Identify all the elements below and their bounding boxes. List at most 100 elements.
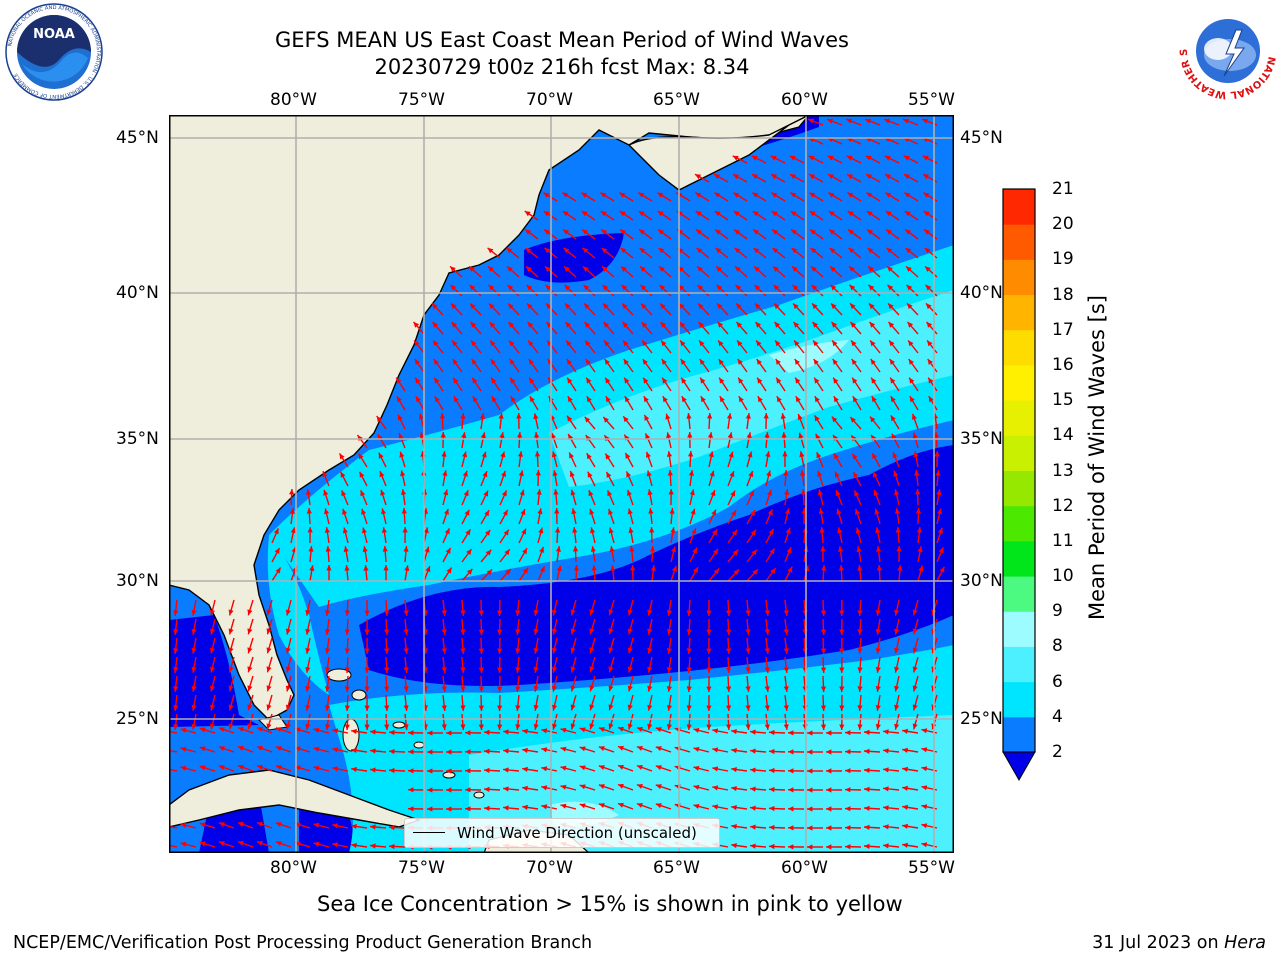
wave-arrow-head: [351, 728, 357, 734]
wave-arrow-head: [826, 844, 832, 850]
wave-arrow-head: [628, 527, 634, 534]
wave-arrow-head: [364, 610, 370, 616]
wave-arrow-head: [618, 764, 624, 770]
wave-arrow-head: [686, 724, 692, 730]
wave-arrow-head: [247, 609, 253, 616]
wave-arrow-head: [325, 705, 331, 711]
lon-label-bottom: 70°W: [526, 858, 573, 878]
wave-arrow-head: [627, 508, 633, 515]
wave-arrow-head: [855, 508, 860, 515]
wave-arrow-head: [351, 823, 357, 829]
wave-arrow-head: [788, 806, 794, 812]
wave-arrow-head: [502, 509, 508, 516]
wave-arrow-head: [370, 729, 376, 735]
wave-arrow-head: [885, 211, 892, 217]
wave-arrow-head: [460, 686, 466, 692]
wave-arrow-head: [712, 766, 719, 772]
wave-arrow-head: [582, 229, 588, 235]
wave-arrow-head: [313, 841, 320, 847]
wave-arrow-head: [423, 527, 429, 534]
wave-arrow-head: [733, 211, 740, 217]
wave-arrow-head: [484, 767, 490, 773]
wave-arrow-head: [745, 686, 751, 692]
wave-arrow-head: [826, 768, 832, 774]
wave-arrow-head: [589, 609, 595, 616]
wave-arrow-head: [755, 303, 761, 310]
wave-arrow-head: [432, 303, 438, 310]
wave-arrow-head: [831, 321, 838, 328]
wave-arrow-head: [434, 396, 440, 403]
wave-arrow-head: [247, 628, 253, 635]
wave-arrow-head: [275, 567, 281, 574]
graticule: [169, 115, 954, 853]
wave-arrow-head: [608, 666, 614, 673]
wave-arrow-head: [731, 805, 737, 811]
wave-arrow-head: [791, 247, 798, 254]
wave-arrow-head: [660, 303, 666, 310]
lon-label-top: 80°W: [270, 90, 317, 110]
wave-arrow-head: [451, 321, 458, 328]
wave-arrow-head: [845, 749, 851, 755]
wave-arrow-head: [894, 723, 900, 730]
wave-arrow-head: [363, 565, 369, 571]
wave-arrow-head: [688, 451, 694, 457]
wave-arrow-head: [584, 416, 591, 423]
wave-arrow-head: [753, 247, 760, 254]
wave-arrow-head: [820, 648, 827, 654]
wave-arrow-head: [325, 629, 331, 635]
wave-arrow-head: [774, 303, 780, 310]
wave-arrow-head: [875, 686, 881, 692]
wave-arrow-head: [488, 266, 494, 272]
wave-arrow-head: [745, 648, 751, 654]
wave-arrow-head: [733, 569, 740, 576]
wave-arrow-head: [285, 666, 291, 673]
wave-arrow-head: [600, 211, 607, 217]
wave-arrow-head: [689, 489, 695, 496]
colorbar-tick-label: 14: [1052, 425, 1074, 446]
wave-arrow-head: [897, 565, 903, 571]
wave-arrow-head: [247, 723, 253, 730]
wave-arrow-head: [506, 247, 513, 254]
wave-arrow-head: [839, 705, 845, 711]
wave-arrow-head: [408, 730, 414, 736]
wave-arrow-head: [662, 377, 668, 384]
wave-arrow-head: [601, 247, 608, 254]
wave-arrow-head: [563, 247, 570, 254]
wave-arrow-head: [756, 340, 762, 347]
wave-arrow-head: [541, 747, 548, 753]
wave-arrow-head: [731, 786, 737, 792]
wave-arrow-head: [218, 746, 225, 751]
wave-arrow-head: [827, 118, 834, 124]
wave-arrow-head: [921, 747, 928, 753]
wave-arrow-head: [364, 724, 370, 730]
wave-arrow-head: [228, 628, 234, 635]
wave-arrow-head: [427, 730, 433, 736]
wave-arrow-head: [750, 748, 756, 754]
wave-arrow-head: [378, 452, 384, 459]
wave-arrow-head: [915, 489, 921, 495]
wave-arrow-head: [719, 377, 725, 384]
wave-arrow-head: [788, 825, 794, 831]
wave-arrow-head: [583, 284, 590, 291]
wave-arrow-head: [826, 825, 832, 831]
wave-arrow-head: [790, 211, 797, 217]
wave-arrow-head: [173, 686, 179, 692]
wave-arrow-head: [626, 471, 632, 478]
wave-arrow-head: [864, 729, 870, 735]
wave-arrow-head: [605, 453, 611, 460]
wave-arrow-head: [883, 748, 889, 754]
wave-arrow-head: [309, 565, 315, 571]
wave-arrow-head: [912, 647, 918, 654]
wave-arrow-head: [565, 303, 571, 310]
wave-arrow-head: [776, 377, 782, 384]
wave-arrow-head: [867, 229, 873, 235]
wave-arrow-head: [518, 470, 524, 477]
wave-arrow-head: [927, 340, 933, 347]
wave-arrow-head: [864, 767, 870, 773]
wave-arrow-head: [463, 490, 469, 497]
wave-arrow-head: [228, 685, 234, 692]
wave-arrow-head: [885, 192, 892, 198]
wave-arrow-head: [544, 229, 550, 235]
wave-arrow-head: [846, 155, 853, 161]
wave-arrow-head: [925, 266, 931, 272]
